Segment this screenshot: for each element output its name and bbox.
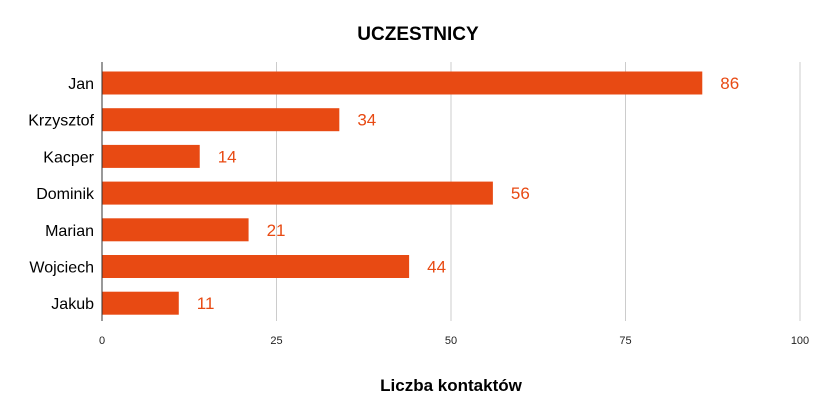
x-tick-label: 25 [270,335,282,347]
x-axis-ticks: 0 25 50 75 100 [99,335,809,347]
category-label: Jakub [51,296,94,313]
x-axis-title: Liczba kontaktów [380,376,522,395]
x-tick-label: 50 [445,335,457,347]
data-label: 21 [267,221,286,240]
category-label: Wojciech [29,260,94,277]
bar [102,255,410,278]
bar [102,71,703,95]
category-labels: Jan Krzysztof Kacper Dominik Marian Wojciech J… [28,76,95,313]
category-label: Dominik [36,186,95,203]
bar [102,108,340,132]
chart-title: UCZESTNICY [357,24,479,45]
x-tick-label: 0 [99,335,105,347]
data-label: 56 [511,184,530,203]
data-label: 11 [197,294,215,313]
data-label: 44 [427,258,446,277]
bar [102,218,249,242]
category-label: Krzysztof [28,113,94,130]
bar [102,144,200,168]
x-tick-label: 75 [619,335,631,347]
data-label: 86 [720,74,739,93]
bar [102,291,179,315]
category-label: Jan [68,76,94,93]
category-label: Marian [45,223,94,240]
data-label: 14 [218,147,237,166]
bars [102,71,703,315]
data-label: 34 [357,111,376,130]
bar [102,181,493,205]
x-tick-label: 100 [791,335,809,347]
data-labels: 86 34 14 56 21 44 11 [197,74,739,313]
category-label: Kacper [43,149,94,166]
